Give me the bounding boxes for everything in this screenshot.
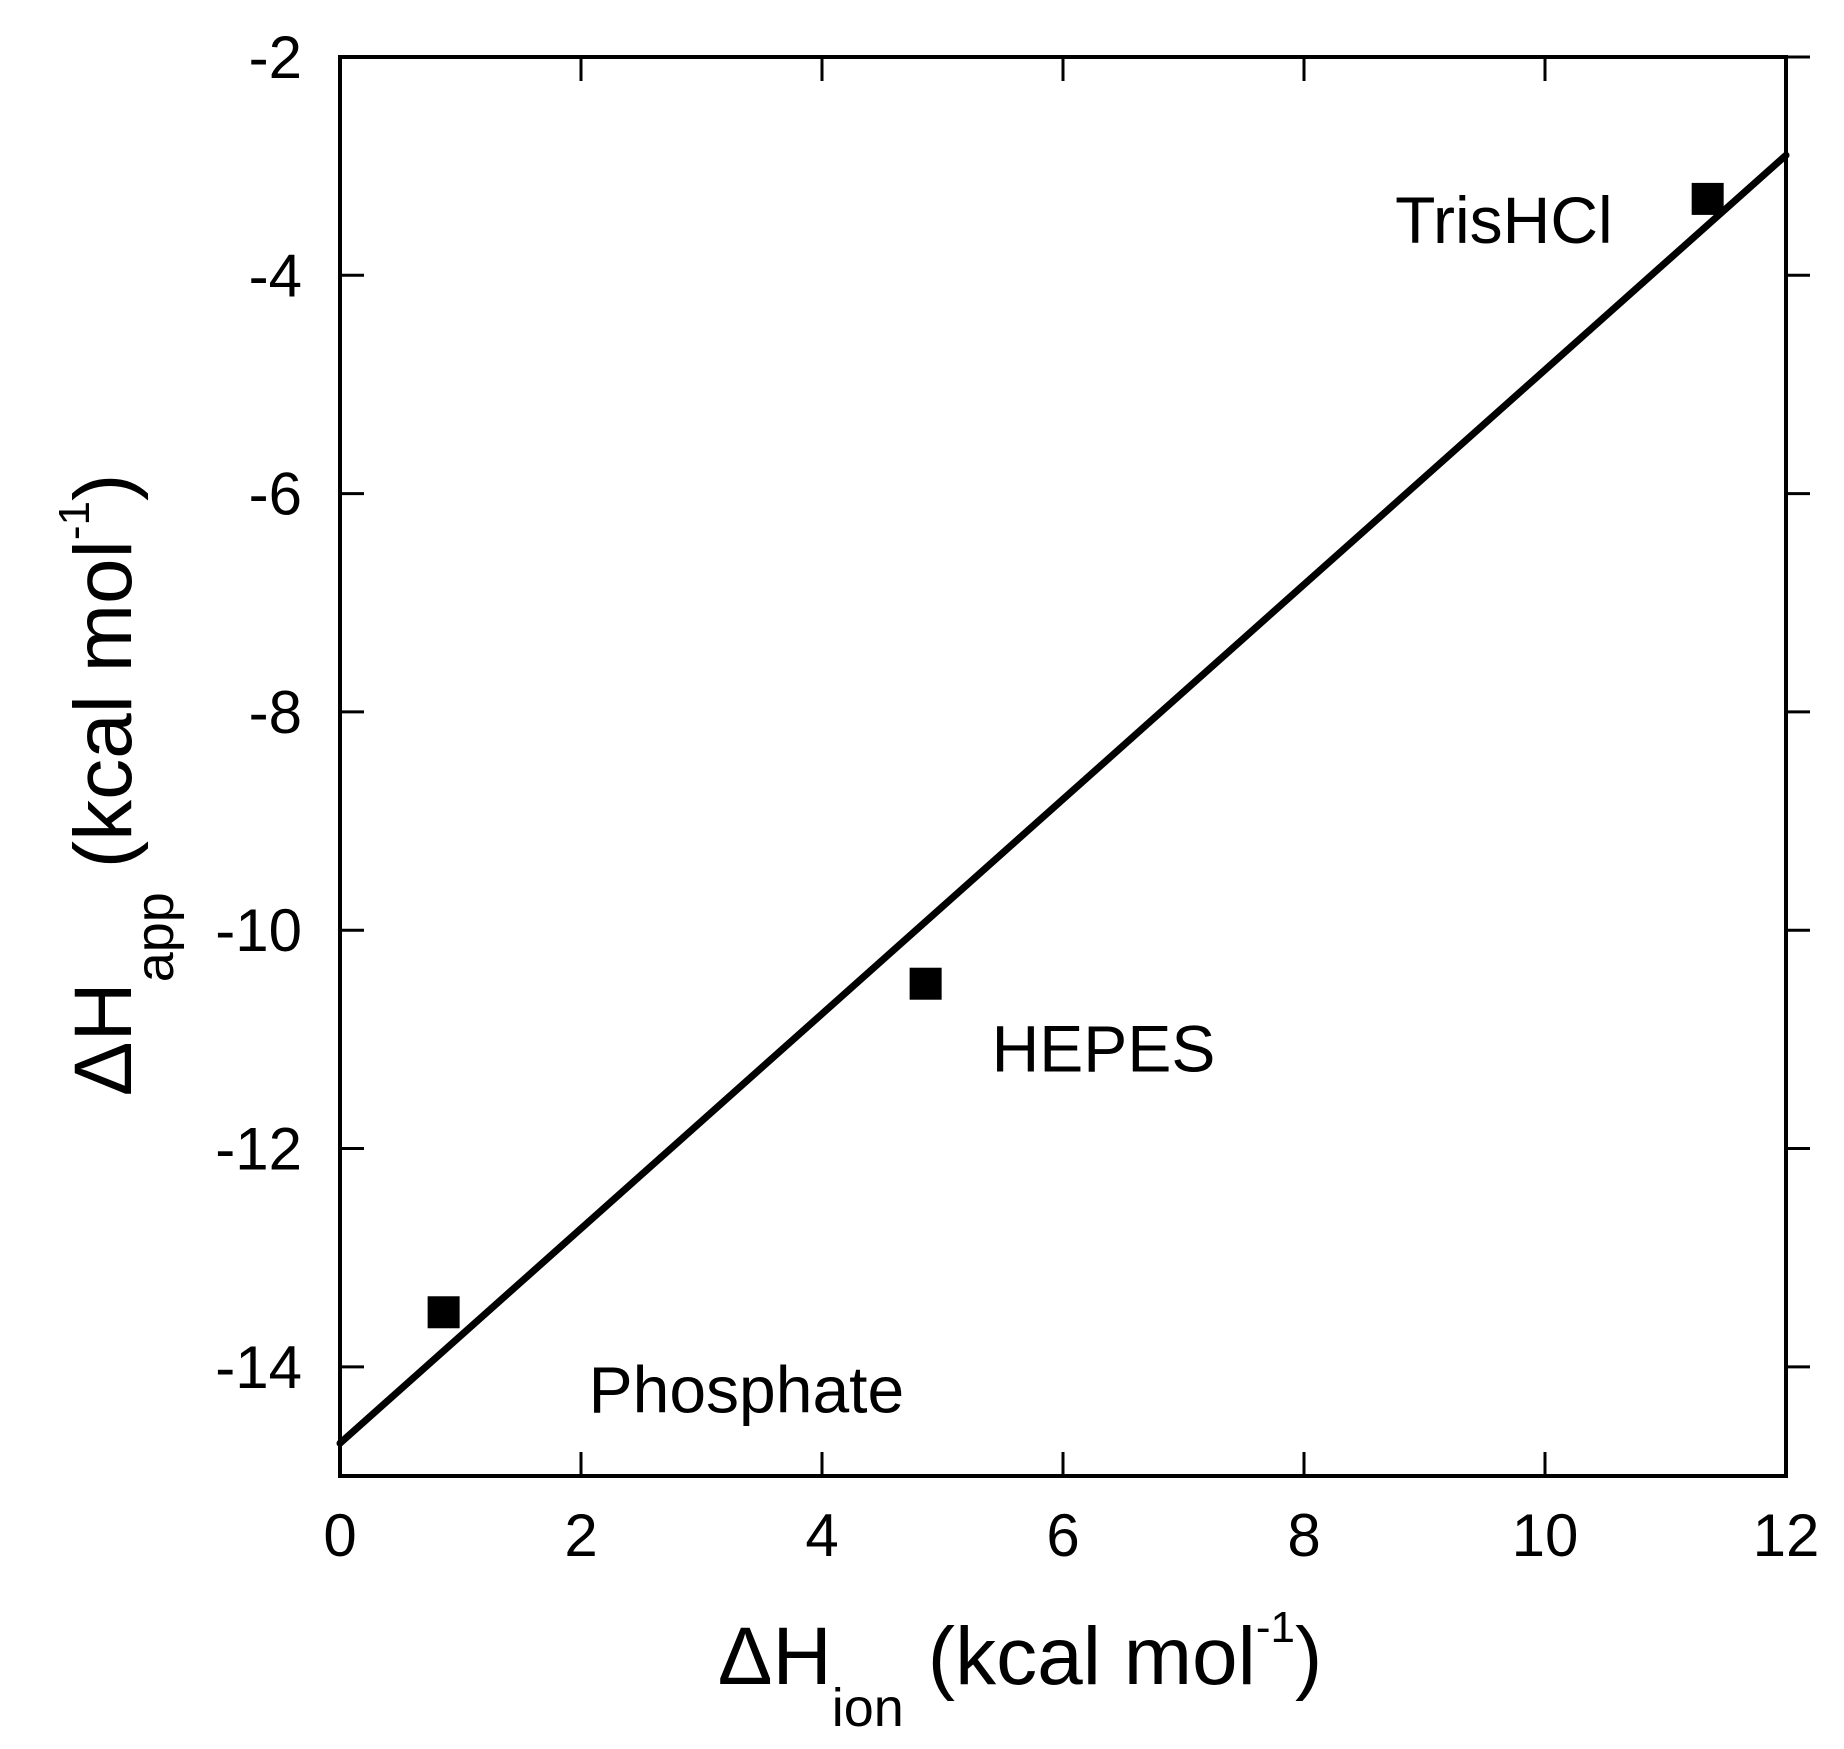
- y-tick-label: -12: [215, 1116, 302, 1183]
- plot-frame: [338, 55, 1788, 1478]
- y-tick-label: -14: [215, 1334, 302, 1401]
- x-axis-title-superscript: -1: [1256, 1603, 1295, 1652]
- data-point-phosphate: [427, 1296, 460, 1329]
- y-axis-title-symbol: ΔH: [58, 982, 149, 1096]
- y-tick-label: -2: [249, 24, 302, 91]
- point-label-phosphate: Phosphate: [589, 1352, 905, 1426]
- y-tick-label: -8: [249, 679, 302, 746]
- x-axis-title-symbol: ΔH: [718, 1611, 832, 1702]
- ticks-layer: 0 2 4 6 8 10 12 -2 -4 -6 -8 -10 -12 -14: [215, 24, 1819, 1569]
- y-axis-title-superscript: -1: [50, 501, 99, 540]
- fit-line: [336, 151, 1790, 1447]
- x-axis-title: ΔHion (kcal mol-1): [718, 1603, 1323, 1738]
- x-tick-label: 8: [1287, 1502, 1320, 1569]
- y-tick-label: -4: [249, 242, 302, 309]
- data-point-hepes: [909, 967, 942, 1000]
- x-tick-label: 0: [323, 1502, 356, 1569]
- labels-layer: Phosphate HEPES TrisHCl: [589, 183, 1613, 1426]
- x-tick-label: 2: [564, 1502, 597, 1569]
- x-tick-label: 10: [1512, 1502, 1579, 1569]
- x-tick-label: 4: [805, 1502, 838, 1569]
- x-axis-title-subscript: ion: [832, 1678, 904, 1738]
- x-tick-label: 12: [1753, 1502, 1820, 1569]
- point-label-trishcl: TrisHCl: [1395, 183, 1613, 257]
- y-axis-title: ΔHapp (kcal mol-1): [50, 474, 185, 1097]
- y-tick-label: -10: [215, 897, 302, 964]
- fit-layer: [336, 151, 1790, 1447]
- x-tick-label: 6: [1046, 1502, 1079, 1569]
- x-axis-title-unit: (kcal mol: [928, 1611, 1256, 1702]
- y-axis-title-subscript: app: [125, 892, 185, 982]
- x-axis-title-close: ): [1295, 1611, 1322, 1702]
- points-layer: [427, 182, 1724, 1329]
- point-label-hepes: HEPES: [992, 1012, 1216, 1086]
- y-tick-label: -6: [249, 461, 302, 528]
- data-point-trishcl: [1691, 182, 1724, 215]
- y-axis-title-close: ): [58, 474, 149, 501]
- y-axis-title-unit: (kcal mol: [58, 540, 149, 868]
